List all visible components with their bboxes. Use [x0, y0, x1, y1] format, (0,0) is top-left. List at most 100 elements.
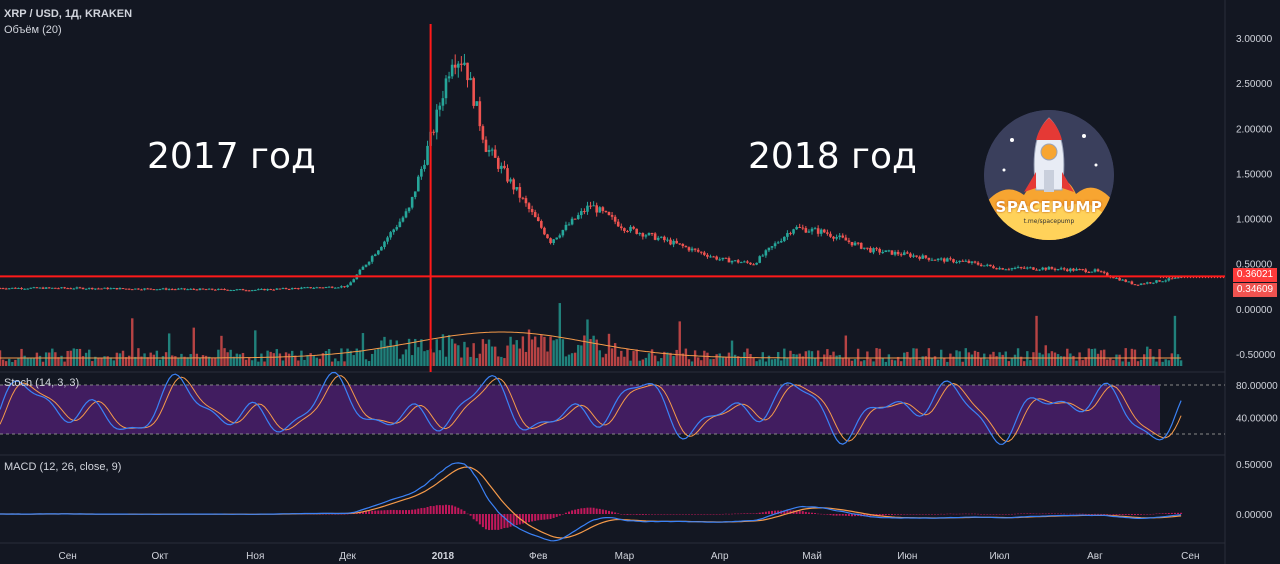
- volume-bar: [967, 352, 971, 366]
- macd-histogram-bar: [491, 514, 494, 530]
- macd-histogram-bar: [1127, 514, 1130, 515]
- volume-bar: [1112, 360, 1115, 366]
- macd-histogram-bar: [583, 508, 586, 514]
- candle-body: [158, 289, 162, 291]
- macd-histogram-bar: [878, 514, 881, 516]
- candle-body: [509, 179, 512, 182]
- candle-body: [50, 287, 54, 289]
- macd-histogram-bar: [974, 513, 977, 515]
- volume-bar: [297, 360, 300, 366]
- macd-histogram-bar: [660, 514, 663, 515]
- macd-histogram-bar: [992, 514, 995, 515]
- volume-bar: [706, 352, 709, 366]
- volume-bar: [81, 356, 85, 366]
- macd-histogram-bar: [595, 508, 598, 514]
- macd-histogram-bar: [392, 509, 395, 514]
- volume-bar: [124, 357, 128, 366]
- candle-body: [841, 235, 845, 238]
- volume-bar: [1001, 354, 1004, 366]
- x-tick-label: Фев: [529, 551, 547, 562]
- macd-histogram-bar: [377, 510, 380, 514]
- macd-histogram-bar: [1115, 514, 1118, 515]
- macd-histogram-bar: [1121, 514, 1124, 515]
- candle-body: [1145, 282, 1149, 284]
- macd-histogram-bar: [617, 513, 620, 514]
- candle-body: [813, 228, 817, 230]
- volume-bar: [647, 353, 651, 366]
- macd-histogram-bar: [481, 514, 484, 528]
- candle-body: [149, 288, 153, 290]
- volume-bar: [324, 350, 328, 366]
- candle-body: [315, 287, 319, 289]
- volume-bar: [1075, 360, 1078, 366]
- macd-histogram-bar: [709, 514, 712, 515]
- candle-body: [1062, 268, 1066, 270]
- candle-body: [453, 64, 457, 68]
- volume-bar: [343, 361, 346, 366]
- candle-body: [78, 287, 82, 289]
- candle-body: [23, 288, 26, 290]
- volume-bar: [1142, 354, 1146, 366]
- volume-bar: [567, 354, 571, 366]
- volume-bar: [127, 355, 131, 366]
- candle-body: [41, 287, 45, 289]
- candle-body: [847, 240, 851, 242]
- candle-body: [1112, 277, 1115, 279]
- volume-bar: [247, 357, 251, 366]
- macd-histogram-bar: [368, 511, 371, 514]
- candle-body: [620, 226, 623, 229]
- macd-histogram-bar: [386, 510, 389, 514]
- macd-histogram-bar: [832, 514, 835, 516]
- volume-bar: [795, 354, 798, 366]
- macd-histogram-bar: [1161, 513, 1164, 514]
- volume-bar: [38, 355, 42, 366]
- macd-histogram-bar: [737, 513, 740, 515]
- candle-body: [552, 239, 555, 244]
- candle-body: [1013, 267, 1017, 269]
- volume-bar: [312, 355, 315, 366]
- macd-histogram-bar: [1007, 514, 1010, 515]
- candle-body: [207, 288, 211, 290]
- volume-bar: [94, 356, 97, 366]
- macd-histogram-bar: [1140, 514, 1143, 515]
- x-tick-label: Май: [802, 551, 822, 562]
- candle-body: [829, 233, 832, 237]
- candle-body: [260, 288, 263, 290]
- volume-bar: [607, 333, 611, 366]
- volume-bar: [675, 349, 678, 366]
- candle-body: [54, 287, 57, 289]
- volume-bar: [1106, 359, 1109, 366]
- candle-body: [810, 228, 814, 232]
- macd-histogram-bar: [983, 514, 986, 515]
- volume-bar: [57, 357, 60, 366]
- volume-bar: [770, 359, 774, 366]
- macd-histogram-bar: [798, 510, 801, 514]
- volume-bar: [1093, 348, 1097, 366]
- volume-bar: [847, 358, 851, 366]
- volume-bar: [1179, 360, 1183, 366]
- volume-bar: [958, 351, 961, 366]
- candle-body: [140, 289, 143, 291]
- y-tick-label: 0.00000: [1236, 305, 1273, 316]
- macd-histogram-bar: [1133, 514, 1136, 515]
- macd-histogram-bar: [334, 514, 337, 515]
- volume-bar: [294, 355, 297, 366]
- volume-bar: [669, 352, 672, 366]
- candle-body: [235, 289, 239, 291]
- volume-bar: [1047, 353, 1051, 366]
- candle-body: [1155, 280, 1158, 283]
- candle-body: [435, 109, 439, 133]
- macd-histogram-bar: [694, 514, 697, 515]
- candle-body: [964, 260, 968, 262]
- macd-histogram-bar: [325, 513, 328, 515]
- macd-histogram-bar: [1044, 513, 1047, 515]
- candle-body: [1044, 267, 1048, 270]
- macd-histogram-bar: [684, 514, 687, 515]
- candle-body: [743, 261, 746, 263]
- volume-bar: [503, 358, 506, 366]
- candle-body: [241, 289, 245, 291]
- candle-body: [1115, 277, 1118, 279]
- volume-bar: [493, 346, 497, 366]
- macd-histogram-bar: [528, 514, 531, 523]
- macd-histogram-bar: [641, 514, 644, 515]
